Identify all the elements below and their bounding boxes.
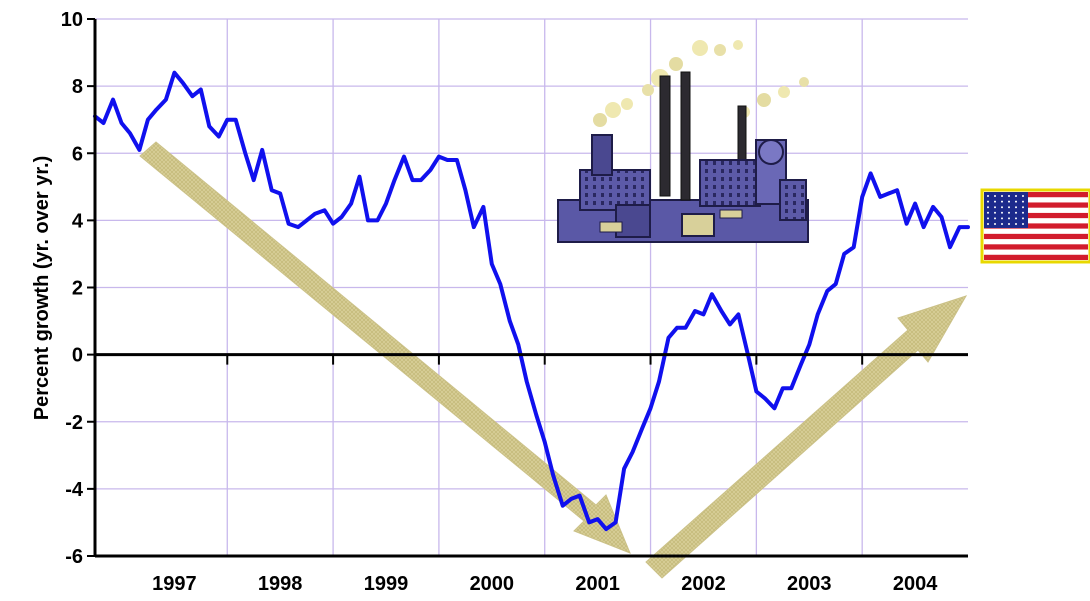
flag-star bbox=[1001, 200, 1003, 203]
x-tick-label: 1999 bbox=[364, 573, 409, 595]
flag-star bbox=[1022, 223, 1024, 225]
flag-star bbox=[1008, 195, 1010, 197]
flag-star bbox=[1022, 195, 1024, 197]
flag-star bbox=[1022, 217, 1024, 220]
y-tick-label: 2 bbox=[72, 278, 83, 300]
flag-star bbox=[1001, 217, 1003, 220]
flag-stripe bbox=[984, 223, 1088, 229]
flag-star bbox=[1001, 195, 1003, 197]
flag-star bbox=[1008, 206, 1010, 209]
y-tick-label: 4 bbox=[72, 210, 84, 232]
tick-labels: -6 -4 -2 0 2 4 6 8 10 1997 1998 1999 2000 2001 2002 200… bbox=[61, 9, 938, 595]
y-tick-label: -4 bbox=[65, 479, 84, 501]
y-tick-label: -2 bbox=[65, 412, 83, 434]
flag-star bbox=[1022, 206, 1024, 209]
flag-star bbox=[1015, 195, 1017, 197]
x-tick-label: 2003 bbox=[787, 573, 832, 595]
flag-star bbox=[1008, 211, 1010, 214]
flag-star bbox=[987, 200, 989, 203]
flag-star bbox=[1022, 200, 1024, 203]
flag-star bbox=[994, 200, 996, 203]
x-tick-label: 1997 bbox=[152, 573, 197, 595]
us-flag-icon bbox=[980, 188, 1090, 264]
y-tick-label: 8 bbox=[72, 76, 83, 98]
line-series bbox=[93, 70, 970, 532]
flag-star bbox=[987, 211, 989, 214]
flag-star bbox=[1015, 211, 1017, 214]
axes bbox=[87, 18, 968, 558]
flag-star bbox=[1008, 217, 1010, 220]
x-tick-label: 2001 bbox=[575, 573, 620, 595]
flag-star bbox=[1015, 206, 1017, 209]
flag-stripe bbox=[984, 244, 1088, 250]
flag-star bbox=[1001, 206, 1003, 209]
flag-star bbox=[1001, 223, 1003, 225]
flag-star bbox=[1008, 223, 1010, 225]
flag-star bbox=[987, 223, 989, 225]
flag-star bbox=[987, 206, 989, 209]
y-tick-label: 10 bbox=[61, 9, 83, 31]
flag-star bbox=[1015, 217, 1017, 220]
flag-star bbox=[1001, 211, 1003, 214]
flag-stripe bbox=[984, 254, 1088, 260]
flag-star bbox=[994, 217, 996, 220]
flag-stripe bbox=[984, 192, 1088, 198]
flag-star bbox=[1015, 223, 1017, 225]
x-tick-label: 1998 bbox=[258, 573, 303, 595]
x-tick-label: 2004 bbox=[893, 573, 938, 595]
flag-star bbox=[994, 195, 996, 197]
flag-star bbox=[1008, 200, 1010, 203]
flag-stripe bbox=[984, 233, 1088, 240]
y-axis-label: Percent growth (yr. over yr.) bbox=[31, 156, 53, 421]
flag-star bbox=[987, 217, 989, 220]
flag-star bbox=[994, 223, 996, 225]
y-tick-label: -6 bbox=[65, 546, 83, 568]
growth-line bbox=[93, 70, 970, 532]
y-tick-label: 0 bbox=[72, 345, 83, 367]
flag-star bbox=[1022, 211, 1024, 214]
flag-stripe bbox=[984, 212, 1088, 219]
flag-star bbox=[994, 206, 996, 209]
flag-star bbox=[1015, 200, 1017, 203]
downward-trend-arrow-icon bbox=[139, 141, 631, 554]
factory-icon bbox=[557, 40, 809, 243]
y-tick-label: 6 bbox=[72, 143, 83, 165]
x-tick-label: 2000 bbox=[470, 573, 515, 595]
flag-star bbox=[987, 195, 989, 197]
x-tick-label: 2002 bbox=[681, 573, 726, 595]
flag-star bbox=[994, 211, 996, 214]
upward-trend-arrow-icon bbox=[645, 295, 968, 579]
flag-stripe bbox=[984, 202, 1088, 208]
